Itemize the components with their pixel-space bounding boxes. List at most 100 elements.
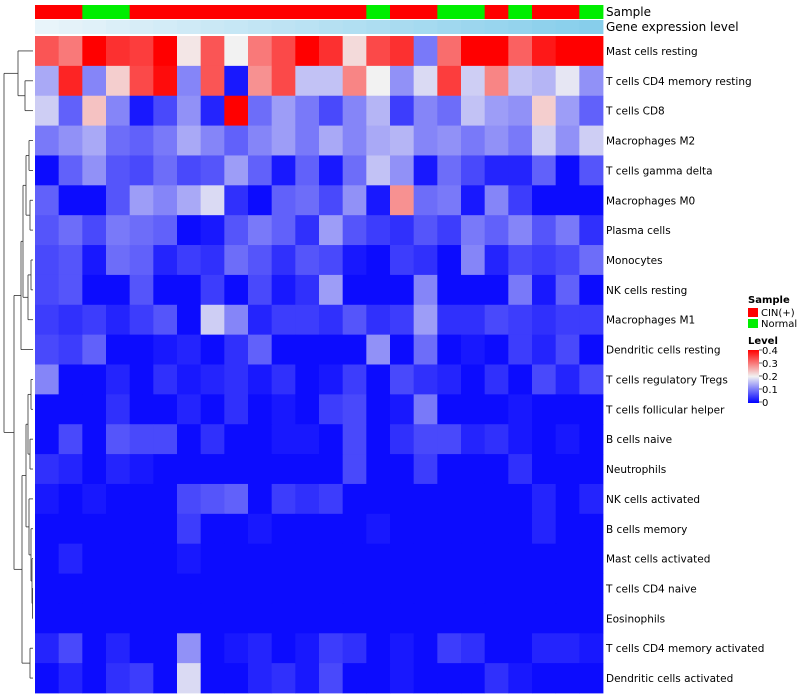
row-label: Eosinophils bbox=[606, 613, 665, 625]
heatmap-cell bbox=[82, 603, 107, 634]
heatmap-cell bbox=[224, 663, 249, 694]
heatmap-cell bbox=[413, 603, 438, 634]
heatmap-cell bbox=[58, 125, 83, 156]
heatmap-cell bbox=[129, 65, 154, 97]
sample-cell bbox=[437, 5, 462, 19]
heatmap-cell bbox=[200, 334, 225, 365]
heatmap-cell bbox=[224, 304, 249, 336]
heatmap-cell bbox=[319, 125, 344, 156]
heatmap-cell bbox=[129, 245, 154, 276]
sample-cell bbox=[129, 5, 154, 19]
heatmap-cell bbox=[484, 304, 509, 336]
heatmap-cell bbox=[153, 663, 178, 694]
row-label: Monocytes bbox=[606, 255, 663, 267]
heatmap-cell bbox=[555, 364, 580, 395]
heatmap-cell bbox=[200, 125, 225, 156]
heatmap-cell bbox=[35, 334, 60, 365]
heatmap-cell bbox=[390, 573, 415, 604]
heatmap-cell bbox=[532, 334, 557, 365]
heatmap-cell bbox=[248, 304, 273, 336]
heatmap-cell bbox=[555, 573, 580, 604]
heatmap-cell bbox=[413, 36, 438, 67]
heatmap-cell bbox=[555, 185, 580, 216]
heatmap-cell bbox=[200, 274, 225, 306]
heatmap-cell bbox=[437, 633, 462, 664]
heatmap-cell bbox=[200, 215, 225, 246]
heatmap-cell bbox=[508, 364, 533, 395]
heatmap-cell bbox=[224, 364, 249, 395]
heatmap-cell bbox=[153, 245, 178, 276]
heatmap-cell bbox=[295, 364, 320, 395]
heatmap-cell bbox=[342, 633, 367, 664]
heatmap-cell bbox=[177, 125, 202, 156]
heatmap-cell bbox=[555, 36, 580, 67]
heatmap-cell bbox=[106, 155, 131, 186]
heatmap-cell bbox=[508, 155, 533, 186]
heatmap-cell bbox=[390, 155, 415, 186]
heatmap-cell bbox=[58, 573, 83, 604]
heatmap-cell bbox=[555, 513, 580, 545]
heatmap-cell bbox=[129, 483, 154, 515]
heatmap-cell bbox=[224, 424, 249, 455]
heatmap-cell bbox=[106, 394, 131, 425]
heatmap-cell bbox=[461, 573, 486, 604]
heatmap-cell bbox=[58, 543, 83, 574]
heatmap-cell bbox=[461, 274, 486, 306]
heatmap-cell bbox=[82, 543, 107, 574]
heatmap-cell bbox=[390, 334, 415, 365]
heatmap-cell bbox=[319, 185, 344, 216]
expression-cell bbox=[461, 20, 486, 34]
heatmap-cell bbox=[484, 394, 509, 425]
heatmap-cell bbox=[271, 334, 296, 365]
heatmap-cell bbox=[555, 125, 580, 156]
heatmap-cell bbox=[35, 454, 60, 485]
heatmap-cell bbox=[271, 424, 296, 455]
heatmap-cell bbox=[342, 483, 367, 515]
expression-cell bbox=[366, 20, 391, 34]
row-label: Dendritic cells resting bbox=[606, 345, 721, 357]
heatmap-cell bbox=[461, 215, 486, 246]
heatmap-cell bbox=[319, 245, 344, 276]
heatmap-cell bbox=[532, 573, 557, 604]
heatmap-cell bbox=[82, 125, 107, 156]
heatmap-cell bbox=[484, 65, 509, 97]
heatmap-cell bbox=[295, 454, 320, 485]
sample-cell bbox=[248, 5, 273, 19]
heatmap-cell bbox=[319, 483, 344, 515]
legend-level-tick-0: 0 bbox=[762, 398, 768, 409]
sample-cell bbox=[82, 5, 107, 19]
legend: Sample CIN(+) Normal Level 0.4 0.3 0.2 0… bbox=[748, 295, 797, 409]
heatmap-cell bbox=[82, 663, 107, 694]
heatmap-cell bbox=[461, 394, 486, 425]
sample-annotation-label: Sample bbox=[606, 5, 651, 19]
heatmap-cell bbox=[366, 573, 391, 604]
heatmap-cell bbox=[413, 65, 438, 97]
heatmap-cell bbox=[177, 483, 202, 515]
heatmap-cell bbox=[437, 663, 462, 694]
heatmap-cell bbox=[390, 454, 415, 485]
heatmap-cell bbox=[271, 95, 296, 126]
heatmap-cell bbox=[366, 513, 391, 545]
heatmap-cell bbox=[106, 513, 131, 545]
heatmap-cell bbox=[319, 334, 344, 365]
legend-swatch-cin bbox=[748, 308, 758, 317]
heatmap-cell bbox=[35, 633, 60, 664]
heatmap-cell bbox=[200, 95, 225, 126]
expression-cell bbox=[35, 20, 60, 34]
sample-annotation-bar bbox=[35, 5, 604, 19]
heatmap-cell bbox=[413, 394, 438, 425]
heatmap-cell bbox=[248, 334, 273, 365]
heatmap-cell bbox=[106, 573, 131, 604]
heatmap-cell bbox=[390, 394, 415, 425]
heatmap-cell bbox=[129, 95, 154, 126]
heatmap-cell bbox=[224, 513, 249, 545]
heatmap-cell bbox=[555, 543, 580, 574]
heatmap-cell bbox=[508, 125, 533, 156]
heatmap-cell bbox=[319, 573, 344, 604]
heatmap-cell bbox=[129, 155, 154, 186]
legend-swatch-normal bbox=[748, 319, 758, 328]
heatmap-cell bbox=[390, 483, 415, 515]
heatmap-cell bbox=[532, 663, 557, 694]
heatmap-cell bbox=[579, 633, 604, 664]
heatmap-cell bbox=[366, 36, 391, 67]
